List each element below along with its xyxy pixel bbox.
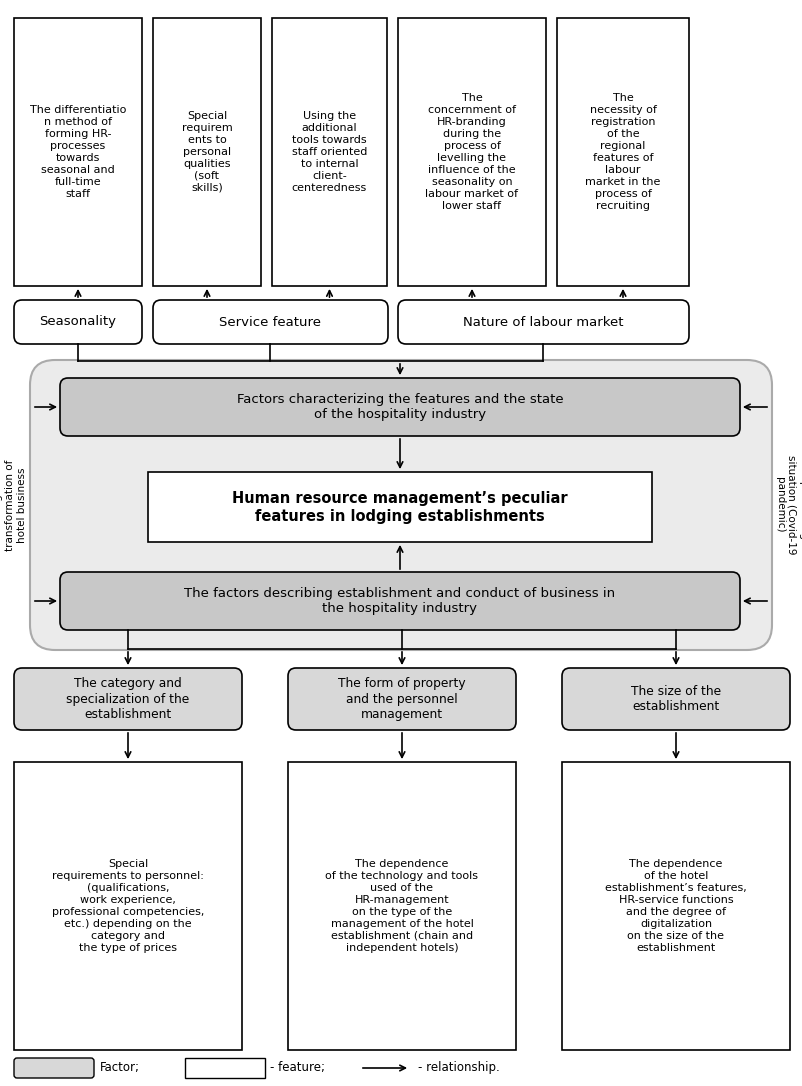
FancyBboxPatch shape [184, 1058, 265, 1078]
Text: The factors describing establishment and conduct of business in
the hospitality : The factors describing establishment and… [184, 586, 615, 616]
FancyBboxPatch shape [561, 668, 789, 730]
Text: Seasonality: Seasonality [39, 316, 116, 328]
FancyBboxPatch shape [398, 300, 688, 344]
Text: Factors characterizing the features and the state
of the hospitality industry: Factors characterizing the features and … [237, 393, 563, 421]
Text: The digital
transformation of
hotel business: The digital transformation of hotel busi… [0, 459, 27, 551]
Text: The category and
specialization of the
establishment: The category and specialization of the e… [67, 677, 189, 721]
FancyBboxPatch shape [398, 18, 545, 286]
Text: Using the
additional
tools towards
staff oriented
to internal
client-
centeredne: Using the additional tools towards staff… [291, 111, 367, 193]
Text: Service feature: Service feature [219, 316, 321, 328]
Text: The
concernment of
HR-branding
during the
process of
levelling the
influence of : The concernment of HR-branding during th… [425, 93, 518, 211]
FancyBboxPatch shape [14, 762, 241, 1050]
Text: The
necessity of
registration
of the
regional
features of
labour
market in the
p: The necessity of registration of the reg… [585, 93, 660, 211]
Text: - relationship.: - relationship. [418, 1061, 499, 1074]
Text: The differentiatio
n method of
forming HR-
processes
towards
seasonal and
full-t: The differentiatio n method of forming H… [30, 105, 126, 199]
FancyBboxPatch shape [14, 1058, 94, 1078]
Text: The epidemiological
situation (Covid-19
pandemic): The epidemiological situation (Covid-19 … [774, 453, 802, 557]
Text: Special
requirem
ents to
personal
qualities
(soft
skills): Special requirem ents to personal qualit… [181, 111, 232, 193]
Text: - feature;: - feature; [269, 1061, 325, 1074]
FancyBboxPatch shape [60, 378, 739, 435]
FancyBboxPatch shape [153, 18, 261, 286]
FancyBboxPatch shape [557, 18, 688, 286]
FancyBboxPatch shape [561, 762, 789, 1050]
FancyBboxPatch shape [288, 668, 516, 730]
FancyBboxPatch shape [288, 762, 516, 1050]
Text: The size of the
establishment: The size of the establishment [630, 685, 720, 714]
FancyBboxPatch shape [60, 572, 739, 630]
Text: The form of property
and the personnel
management: The form of property and the personnel m… [338, 677, 465, 721]
FancyBboxPatch shape [30, 359, 771, 651]
Text: Factor;: Factor; [100, 1061, 140, 1074]
Text: The dependence
of the technology and tools
used of the
HR-management
on the type: The dependence of the technology and too… [325, 859, 478, 954]
Text: Nature of labour market: Nature of labour market [463, 316, 623, 328]
Text: Special
requirements to personnel:
(qualifications,
work experience,
professiona: Special requirements to personnel: (qual… [52, 859, 204, 954]
FancyBboxPatch shape [148, 472, 651, 542]
FancyBboxPatch shape [14, 668, 241, 730]
FancyBboxPatch shape [153, 300, 387, 344]
FancyBboxPatch shape [14, 18, 142, 286]
Text: The dependence
of the hotel
establishment’s features,
HR-service functions
and t: The dependence of the hotel establishmen… [605, 859, 746, 954]
FancyBboxPatch shape [272, 18, 387, 286]
FancyBboxPatch shape [14, 300, 142, 344]
Text: Human resource management’s peculiar
features in lodging establishments: Human resource management’s peculiar fea… [232, 491, 567, 523]
